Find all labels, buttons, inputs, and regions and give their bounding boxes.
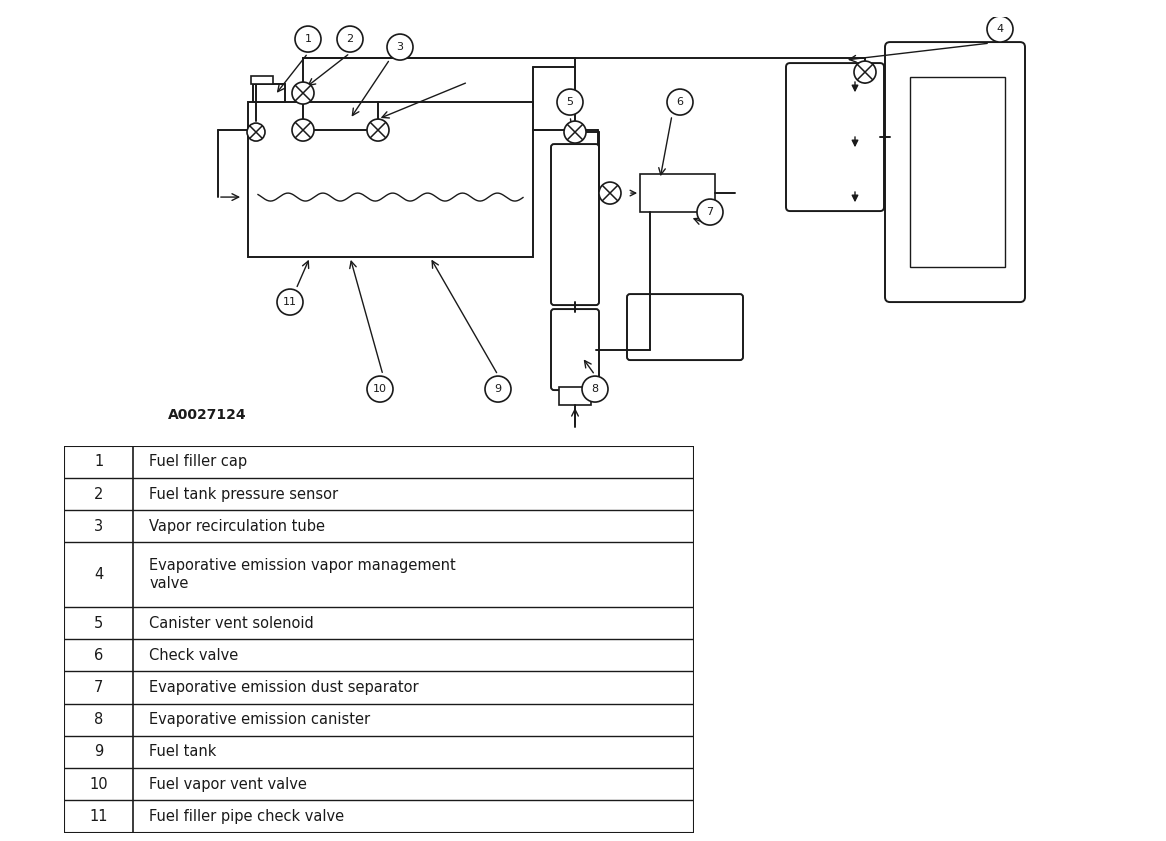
Text: 7: 7 — [94, 680, 104, 695]
Text: 3: 3 — [396, 42, 403, 52]
Text: 9: 9 — [494, 384, 501, 394]
FancyBboxPatch shape — [552, 309, 599, 390]
Text: Fuel tank: Fuel tank — [149, 744, 217, 759]
Text: Fuel tank pressure sensor: Fuel tank pressure sensor — [149, 487, 338, 501]
Text: Evaporative emission canister: Evaporative emission canister — [149, 712, 371, 727]
Text: 3: 3 — [94, 519, 104, 534]
Text: Check valve: Check valve — [149, 648, 238, 663]
Text: Canister vent solenoid: Canister vent solenoid — [149, 616, 314, 631]
FancyBboxPatch shape — [786, 63, 884, 211]
Circle shape — [387, 34, 413, 60]
Text: 4: 4 — [94, 567, 104, 582]
Circle shape — [697, 199, 723, 225]
Text: 8: 8 — [591, 384, 598, 394]
Circle shape — [295, 26, 321, 52]
Circle shape — [278, 289, 303, 315]
Circle shape — [485, 376, 511, 402]
Circle shape — [367, 376, 393, 402]
FancyArrowPatch shape — [630, 190, 635, 196]
Circle shape — [292, 82, 314, 104]
Circle shape — [367, 119, 389, 141]
Circle shape — [986, 16, 1013, 42]
Text: Vapor recirculation tube: Vapor recirculation tube — [149, 519, 325, 534]
Text: 6: 6 — [94, 648, 104, 663]
Bar — [909, 77, 1005, 267]
Text: 8: 8 — [94, 712, 104, 727]
Text: 10: 10 — [373, 384, 387, 394]
Text: 9: 9 — [94, 744, 104, 759]
Bar — [248, 102, 533, 257]
Bar — [251, 76, 273, 84]
Text: 1: 1 — [304, 34, 311, 44]
FancyBboxPatch shape — [627, 294, 743, 360]
Circle shape — [337, 26, 363, 52]
Circle shape — [557, 89, 583, 115]
Text: Fuel vapor vent valve: Fuel vapor vent valve — [149, 777, 307, 791]
Text: 2: 2 — [346, 34, 353, 44]
Text: Evaporative emission dust separator: Evaporative emission dust separator — [149, 680, 419, 695]
Text: 7: 7 — [707, 207, 714, 217]
Text: A0027124: A0027124 — [168, 408, 247, 422]
FancyBboxPatch shape — [885, 42, 1025, 302]
FancyBboxPatch shape — [552, 144, 599, 305]
Text: 2: 2 — [94, 487, 104, 501]
Circle shape — [667, 89, 693, 115]
Text: Fuel filler cap: Fuel filler cap — [149, 454, 247, 469]
Text: Fuel filler pipe check valve: Fuel filler pipe check valve — [149, 809, 344, 824]
Circle shape — [854, 61, 876, 83]
Text: 5: 5 — [94, 616, 104, 631]
Text: 10: 10 — [90, 777, 108, 791]
Text: 1: 1 — [94, 454, 104, 469]
Circle shape — [599, 182, 621, 204]
Circle shape — [247, 123, 265, 141]
Bar — [559, 387, 591, 405]
Bar — [253, 84, 285, 102]
Circle shape — [292, 119, 314, 141]
Text: 11: 11 — [283, 297, 297, 307]
Text: Evaporative emission vapor management
valve: Evaporative emission vapor management va… — [149, 558, 456, 591]
Circle shape — [582, 376, 607, 402]
Text: 5: 5 — [567, 97, 574, 107]
Bar — [640, 174, 715, 212]
Text: 11: 11 — [90, 809, 108, 824]
Text: 4: 4 — [997, 24, 1004, 34]
Circle shape — [564, 121, 586, 143]
Text: 6: 6 — [676, 97, 683, 107]
